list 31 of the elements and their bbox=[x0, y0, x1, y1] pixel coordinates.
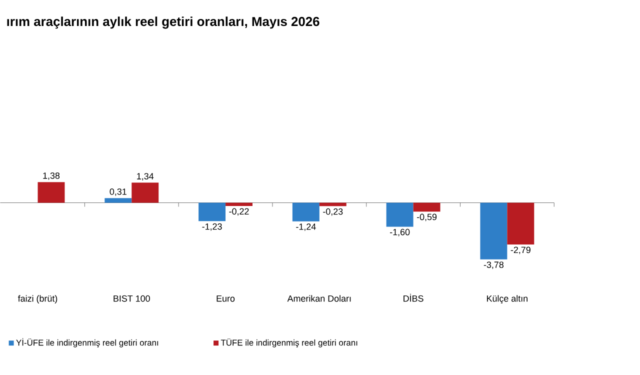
x-tick-label: Amerikan Doları bbox=[287, 295, 351, 302]
bar bbox=[38, 182, 65, 203]
data-label: -2,79 bbox=[510, 246, 530, 254]
x-tick-label: Euro bbox=[216, 296, 235, 302]
bar bbox=[386, 202, 414, 227]
data-label: -0,22 bbox=[229, 208, 249, 216]
data-label: -1,24 bbox=[296, 224, 316, 232]
legend-label: Yİ-ÜFE ile indirgenmiş reel getiri oranı bbox=[16, 338, 158, 348]
data-label: 1,34 bbox=[137, 173, 154, 181]
data-label: -3,78 bbox=[484, 262, 504, 270]
data-label: 0,31 bbox=[110, 188, 126, 196]
x-tick-label: DİBS bbox=[404, 294, 424, 302]
data-label: 1,38 bbox=[43, 172, 60, 180]
bar bbox=[413, 202, 440, 212]
bar bbox=[480, 202, 508, 260]
bar bbox=[319, 202, 346, 206]
x-tick-label: faizi (brüt) bbox=[18, 295, 58, 304]
bar bbox=[132, 182, 159, 203]
data-label: -0,23 bbox=[323, 208, 343, 216]
bar bbox=[292, 202, 320, 222]
bar bbox=[198, 202, 226, 222]
legend-label: TÜFE ile indirgenmiş reel getiri oranı bbox=[220, 338, 358, 348]
data-label: -1,60 bbox=[390, 229, 410, 237]
data-label: -0,59 bbox=[416, 214, 437, 222]
x-tick-label: Külçe altın bbox=[486, 295, 528, 304]
bar bbox=[104, 198, 132, 203]
chart-title: ırım araçlarının aylık reel getiri oranları, Mayıs 2026 bbox=[7, 16, 320, 29]
x-tick-label: BIST 100 bbox=[114, 296, 150, 302]
bar bbox=[226, 202, 252, 206]
bar bbox=[507, 202, 534, 245]
data-label: -1,23 bbox=[202, 224, 222, 231]
